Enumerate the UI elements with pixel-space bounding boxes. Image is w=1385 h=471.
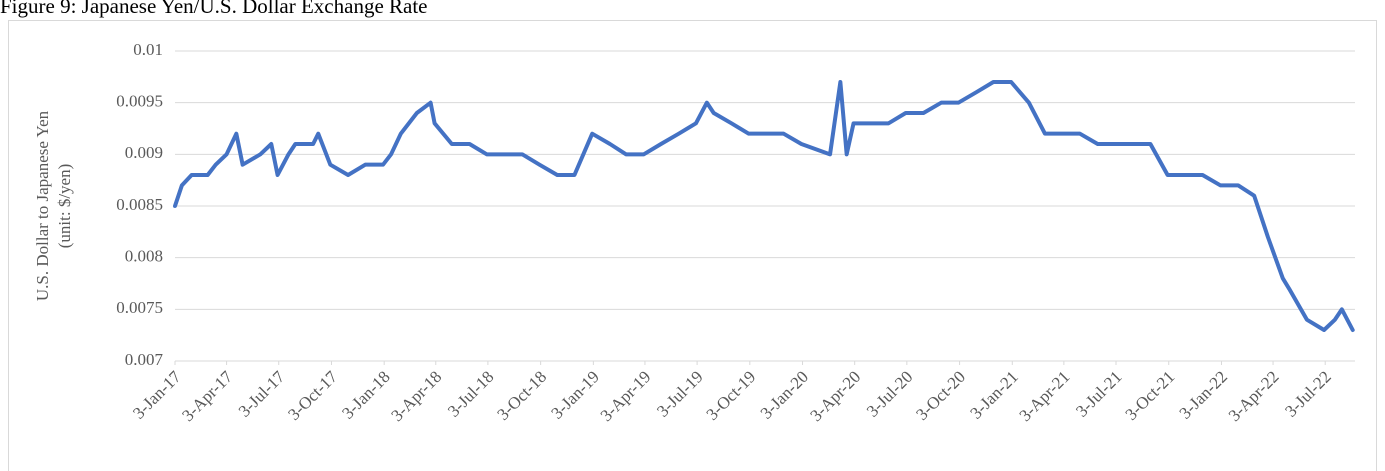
y-axis-label: (unit: $/yen) [55,164,74,249]
y-tick-label: 0.0075 [116,298,163,317]
y-tick-label: 0.007 [125,350,164,369]
y-axis-label: U.S. Dollar to Japanese Yen [33,110,52,301]
y-tick-label: 0.009 [125,143,163,162]
y-tick-label: 0.008 [125,247,163,266]
y-tick-label: 0.0085 [116,195,163,214]
y-tick-label: 0.01 [133,40,163,59]
data-line [173,80,1355,332]
y-tick-label: 0.0095 [116,92,163,111]
chart-frame [8,20,1377,471]
chart-title: Figure 9: Japanese Yen/U.S. Dollar Excha… [0,0,428,18]
